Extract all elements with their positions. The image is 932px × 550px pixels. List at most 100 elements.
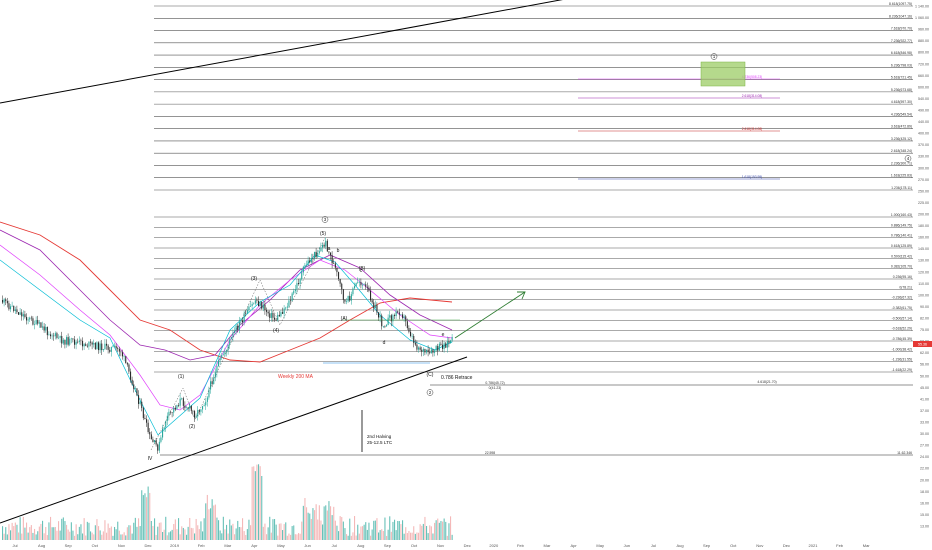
volume-bar (115, 529, 117, 540)
time-axis-label: Feb (836, 543, 844, 548)
candle-body (350, 294, 352, 301)
candle-body (130, 371, 132, 380)
volume-bar (424, 516, 426, 540)
candle-body (43, 326, 45, 331)
volume-bar (30, 525, 32, 540)
wave-label-circle (710, 53, 718, 60)
volume-bar (400, 524, 402, 540)
halving-range-label: 25-12.5 LTC (367, 440, 393, 445)
candle-body (69, 338, 71, 345)
candle-body (197, 409, 199, 417)
volume-bar (331, 515, 333, 540)
volume-bar (448, 523, 450, 540)
volume-bar (150, 520, 152, 540)
volume-bar (6, 534, 8, 540)
volume-bar (256, 464, 258, 540)
candle-body (205, 401, 207, 406)
time-axis-label: Jul (12, 543, 17, 548)
candle-body (190, 405, 192, 411)
candle-body (163, 427, 165, 429)
volume-bar (184, 529, 186, 540)
volume-bar (339, 516, 341, 540)
time-axis-label: Apr (570, 543, 577, 548)
candle-body (437, 346, 439, 351)
volume-bar (50, 516, 52, 540)
candle-body (267, 311, 269, 314)
volume-bar (142, 495, 144, 540)
volume-bar (210, 508, 212, 540)
volume-bar (251, 466, 253, 540)
candle-body (155, 440, 157, 445)
volume-bar (104, 520, 106, 540)
volume-bar (74, 535, 76, 540)
volume-bar (229, 519, 231, 540)
fib-level-label: 1.236(178.11) (891, 186, 912, 190)
volume-bar (168, 532, 170, 540)
candle-body (347, 296, 349, 302)
candle-body (173, 407, 175, 413)
candle-body (149, 432, 151, 435)
volume-bar (301, 521, 303, 540)
upper-trendline (0, 0, 563, 104)
candle-body (136, 388, 138, 396)
volume-bar (376, 518, 378, 540)
candle-body (179, 398, 181, 406)
candle-body (363, 284, 365, 285)
volume-bar (125, 535, 127, 540)
candle-body (186, 407, 188, 409)
volume-bar (227, 533, 229, 540)
candle-body (88, 341, 90, 347)
candle-body (384, 326, 386, 327)
candle-body (112, 346, 114, 348)
fib-level-label: 2.618(348.24) (891, 149, 912, 153)
volume-bar (77, 534, 79, 540)
candle-body (371, 300, 373, 303)
candle-body (134, 388, 136, 389)
volume-bar (282, 530, 284, 540)
volume-bar (355, 535, 357, 540)
volume-bar (350, 535, 352, 540)
volume-bar (182, 527, 184, 540)
candle-body (376, 305, 378, 313)
volume-bar (75, 524, 77, 540)
candle-body (192, 410, 194, 412)
time-axis-label: Aug (38, 543, 45, 548)
volume-bar (38, 526, 40, 540)
volume-bar (18, 532, 20, 540)
wave-label: 1 (713, 54, 716, 59)
candle-body (109, 349, 111, 352)
volume-bar (302, 505, 304, 540)
volume-bar (101, 534, 103, 540)
fib-level-label: 0.786(140.41) (891, 234, 912, 238)
candle-body (421, 349, 423, 352)
volume-bar (237, 520, 239, 540)
candle-body (90, 341, 92, 343)
candle-body (216, 366, 218, 373)
volume-bar (197, 525, 199, 540)
candle-body (269, 313, 271, 318)
candle-body (317, 252, 319, 257)
price-axis-label: 13.00 (920, 525, 929, 529)
price-axis-label: 270.00 (918, 178, 929, 182)
candle-body (50, 334, 52, 337)
candle-body (357, 282, 359, 284)
candle-body (14, 309, 16, 312)
volume-bar (59, 530, 61, 540)
volume-bar (294, 534, 296, 540)
wave-label: a (328, 246, 331, 252)
volume-bar (387, 529, 389, 540)
volume-bar (390, 531, 392, 540)
fib-level-label: 8.236(1047.16) (889, 14, 912, 18)
volume-bar (189, 517, 191, 540)
volume-bar (133, 522, 135, 540)
volume-bar (405, 527, 407, 540)
volume-bar (3, 533, 5, 540)
candle-body (234, 330, 236, 333)
projection-arrow (454, 291, 526, 339)
volume-bar (394, 519, 396, 540)
weekly-200-ma-label: Weekly 200 MA (278, 374, 314, 380)
candle-body (141, 401, 143, 409)
candle-body (32, 318, 34, 325)
candle-body (94, 342, 96, 350)
